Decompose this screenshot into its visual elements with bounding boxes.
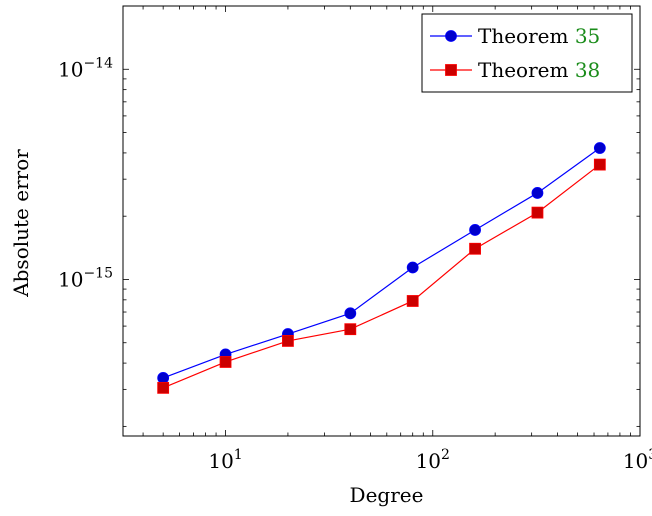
- data-point: [344, 323, 357, 336]
- legend-label: Theorem 38: [478, 58, 600, 82]
- plot-frame: [122, 5, 641, 437]
- x-axis-label: Degree: [350, 483, 424, 507]
- data-point: [282, 335, 294, 347]
- data-point: [531, 187, 544, 199]
- data-point: [469, 242, 481, 255]
- x-tick-label: 102: [416, 447, 450, 473]
- data-point: [219, 356, 232, 368]
- legend-marker: [445, 64, 457, 76]
- x-tick-label: 101: [208, 447, 242, 473]
- series-line: [162, 147, 601, 379]
- series-1: [157, 142, 606, 384]
- data-point: [157, 381, 170, 394]
- x-tick-label: 103: [623, 447, 652, 473]
- legend: Theorem 35 Theorem 38: [421, 13, 633, 93]
- legend-label: Theorem 35: [478, 24, 600, 48]
- series-line: [162, 164, 601, 389]
- series-layer: [157, 142, 606, 394]
- data-point: [593, 142, 606, 154]
- y-tick-label: 10−14: [58, 55, 113, 81]
- data-point: [406, 295, 419, 307]
- y-tick-label: 10−15: [58, 265, 113, 291]
- legend-marker: [445, 30, 457, 42]
- data-point: [157, 372, 170, 384]
- series-2: [157, 158, 606, 394]
- data-point: [531, 206, 544, 219]
- data-point: [406, 261, 419, 274]
- data-point: [593, 158, 606, 171]
- legend-box: [421, 13, 633, 93]
- data-point: [344, 307, 357, 320]
- y-axis-label: Absolute error: [9, 149, 33, 298]
- data-point: [469, 224, 481, 236]
- axes: 101 102 103 10−15 10−14 Degree Absolute error: [9, 5, 652, 507]
